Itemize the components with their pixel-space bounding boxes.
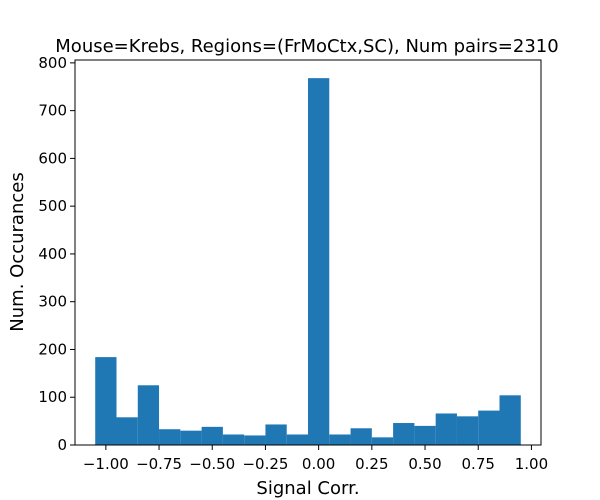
y-tick-label: 200: [38, 340, 67, 358]
y-tick-label: 0: [57, 436, 67, 454]
y-tick-label: 800: [38, 54, 67, 72]
y-tick-label: 400: [38, 245, 67, 263]
x-tick-label: 0.00: [302, 455, 335, 473]
histogram-bar: [371, 437, 394, 445]
histogram-bar: [414, 425, 436, 445]
x-tick-label: 0.50: [408, 455, 441, 473]
histogram-bar: [350, 428, 372, 445]
bars-group: [95, 78, 521, 445]
histogram-bar: [244, 435, 266, 445]
x-axis-title: Signal Corr.: [256, 478, 359, 499]
histogram-bar: [222, 434, 245, 445]
chart-title: Mouse=Krebs, Regions=(FrMoCtx,SC), Num p…: [55, 36, 558, 57]
y-tick-label: 100: [38, 388, 67, 406]
histogram-bar: [180, 430, 202, 445]
histogram-bar: [393, 423, 415, 445]
histogram-bar: [435, 413, 457, 445]
x-tick-label: −0.75: [136, 455, 182, 473]
x-tick-label: 0.75: [462, 455, 495, 473]
x-tick-label: 0.25: [355, 455, 388, 473]
histogram-bar: [265, 424, 287, 445]
histogram-bar: [201, 426, 223, 445]
histogram-bar: [308, 78, 330, 445]
y-tick-label: 300: [38, 293, 67, 311]
histogram-bar: [137, 385, 160, 445]
x-axis-ticks: −1.00 −0.75 −0.50 −0.25 0.00 0.25 0.50 0.75 1.00: [83, 445, 548, 473]
histogram-bar: [116, 417, 138, 445]
y-tick-label: 500: [38, 197, 67, 215]
x-tick-label: −0.25: [242, 455, 288, 473]
plot-frame: [74, 59, 542, 446]
y-axis-title: Num. Occurances: [7, 172, 28, 331]
x-tick-label: −1.00: [83, 455, 129, 473]
histogram-bar: [286, 434, 308, 445]
y-tick-label: 700: [38, 102, 67, 120]
histogram-bar: [329, 434, 351, 445]
histogram-bar: [499, 395, 521, 445]
histogram-bar: [95, 357, 117, 445]
x-tick-label: 1.00: [515, 455, 548, 473]
histogram-bar: [456, 416, 479, 445]
x-tick-label: −0.50: [189, 455, 235, 473]
histogram-bar: [478, 410, 500, 445]
histogram-bar: [159, 429, 181, 445]
y-axis-ticks: 0 100 200 300 400 500 600 700 800: [38, 54, 75, 454]
y-tick-label: 600: [38, 149, 67, 167]
